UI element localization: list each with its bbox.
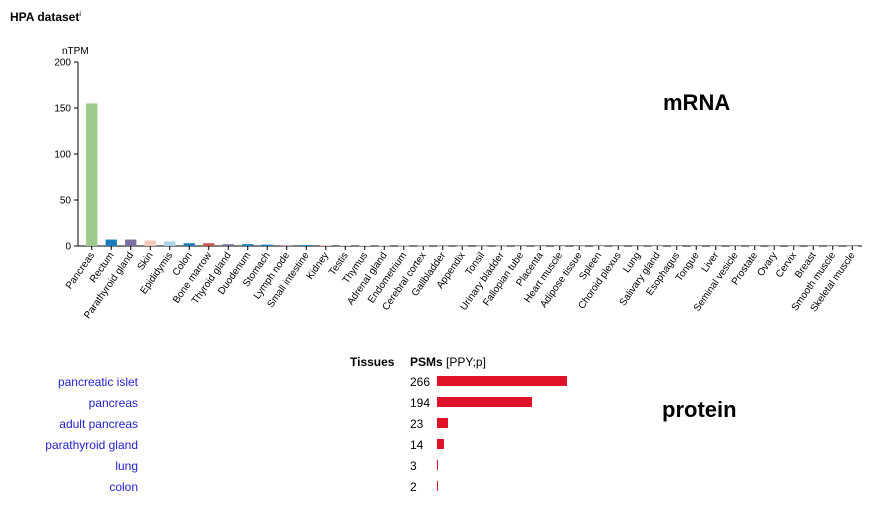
psm-bar: [437, 418, 449, 428]
bar-colon: [183, 243, 195, 246]
bar-testis: [339, 245, 351, 246]
y-tick-label: 50: [60, 196, 72, 207]
psm-value: 23: [410, 417, 424, 431]
bar-endometrium: [398, 245, 410, 247]
bar-small-intestine: [300, 245, 312, 246]
bar-lymph-node: [281, 244, 293, 246]
psm-value: 2: [410, 480, 417, 494]
tissue-link[interactable]: adult pancreas: [59, 417, 138, 431]
mrna-bar-chart: nTPM050100150200PancreasRectumParathyroi…: [54, 46, 862, 321]
info-icon[interactable]: i: [79, 11, 81, 18]
protein-row: colon 2: [0, 478, 640, 498]
psms-header-label: PSMs: [410, 355, 443, 369]
bar-adrenal-gland: [378, 245, 390, 247]
dataset-title-text: HPA dataset: [10, 10, 80, 24]
bar-stomach: [261, 244, 273, 246]
psms-header: PSMs [PPY;p]: [410, 355, 486, 369]
bar-pancreas: [86, 103, 98, 247]
tissue-link[interactable]: colon: [109, 480, 138, 494]
tissue-link[interactable]: lung: [115, 459, 138, 473]
tissue-link[interactable]: pancreas: [88, 396, 138, 410]
y-tick-label: 150: [54, 104, 71, 115]
y-axis-label: nTPM: [62, 46, 89, 57]
protein-row: pancreatic islet 266: [0, 373, 640, 393]
bar-epididymis: [164, 241, 176, 246]
psm-bar: [437, 481, 438, 491]
y-tick-label: 0: [65, 242, 71, 253]
protein-row: adult pancreas 23: [0, 415, 640, 435]
psm-value: 266: [410, 375, 431, 389]
bar-duodenum: [242, 244, 254, 246]
bar-parathyroid-gland: [125, 239, 137, 246]
y-tick-label: 100: [54, 150, 71, 161]
bar-rectum: [105, 239, 117, 246]
dataset-title: HPA dataseti: [10, 10, 81, 24]
psms-header-unit: [PPY;p]: [446, 355, 486, 369]
psm-value: 3: [410, 459, 417, 473]
tissue-link[interactable]: parathyroid gland: [45, 438, 138, 452]
y-tick-label: 200: [54, 58, 71, 69]
psm-value: 194: [410, 396, 431, 410]
mrna-label: mRNA: [663, 90, 731, 115]
protein-table: Tissues PSMs [PPY;p] pancreatic islet 266…: [0, 352, 640, 502]
protein-label: protein: [662, 397, 737, 422]
psm-bar: [437, 376, 567, 386]
protein-row: pancreas 194: [0, 394, 640, 414]
bar-skin: [144, 240, 156, 246]
protein-row: parathyroid gland 14: [0, 436, 640, 456]
psm-bar: [437, 460, 439, 470]
bar-kidney: [320, 245, 332, 246]
protein-row: lung 3: [0, 457, 640, 477]
psm-bar: [437, 397, 532, 407]
psm-value: 14: [410, 438, 424, 452]
bar-bone-marrow: [203, 243, 215, 246]
bar-thymus: [359, 245, 371, 247]
psm-bar: [437, 439, 444, 449]
tissues-header: Tissues: [350, 355, 395, 369]
tissue-link[interactable]: pancreatic islet: [57, 375, 138, 389]
bar-thyroid-gland: [222, 244, 234, 246]
